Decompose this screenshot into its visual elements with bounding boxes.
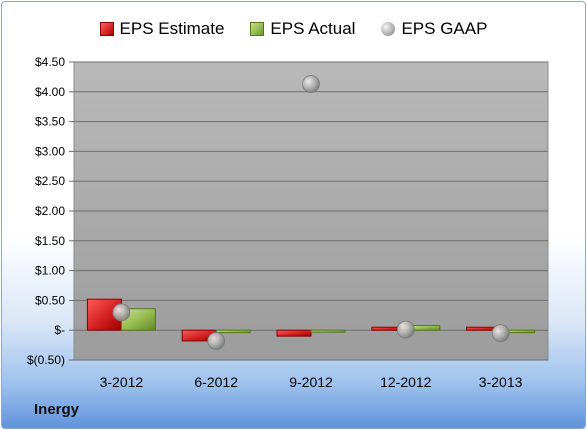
legend-swatch-estimate — [99, 22, 114, 36]
x-tick-label: 3-2013 — [479, 374, 523, 390]
x-tick-label: 3-2012 — [100, 374, 144, 390]
actual-bar — [215, 329, 251, 334]
y-tick-label: $4.00 — [35, 85, 65, 99]
gaap-point — [112, 303, 131, 322]
gaap-point — [396, 320, 415, 339]
x-axis-ticks: 3-2012 6-2012 9-2012 12-2012 3-2013 — [100, 374, 523, 390]
y-axis-ticks: $(0.50) $- $0.50 $1.00 $1.50 $2.00 $2.50 $3.00 $… — [27, 55, 65, 367]
actual-bar — [310, 329, 346, 333]
y-tick-label: $0.50 — [35, 293, 65, 307]
legend-label-actual: EPS Actual — [270, 19, 356, 38]
y-tick-label: $(0.50) — [27, 353, 65, 367]
legend-label-estimate: EPS Estimate — [119, 19, 225, 38]
legend-swatch-actual — [250, 22, 265, 36]
legend-item-gaap: EPS GAAP — [381, 19, 487, 39]
legend-label-gaap: EPS GAAP — [401, 19, 488, 38]
gaap-point — [207, 332, 226, 350]
x-tick-label: 9-2012 — [289, 374, 333, 390]
legend-item-actual: EPS Actual — [250, 19, 355, 39]
chart-legend: EPS Estimate EPS Actual EPS GAAP — [0, 14, 587, 44]
estimate-bar — [276, 329, 312, 337]
y-tick-label: $1.50 — [35, 234, 65, 248]
y-tick-label: $3.00 — [35, 144, 65, 158]
y-tick-label: $- — [54, 323, 65, 337]
x-tick-label: 12-2012 — [380, 374, 432, 390]
company-name: Inergy — [34, 401, 80, 418]
gaap-points — [112, 75, 510, 350]
x-tick-label: 6-2012 — [194, 374, 238, 390]
y-tick-label: $4.50 — [35, 55, 65, 69]
y-tick-label: $3.50 — [35, 115, 65, 129]
gaap-point — [302, 75, 320, 93]
y-tick-label: $2.00 — [35, 204, 65, 218]
y-tick-label: $1.00 — [35, 264, 65, 278]
gaap-point — [491, 324, 510, 343]
legend-swatch-gaap — [381, 22, 396, 36]
legend-item-estimate: EPS Estimate — [99, 19, 225, 39]
y-tick-label: $2.50 — [35, 174, 65, 188]
